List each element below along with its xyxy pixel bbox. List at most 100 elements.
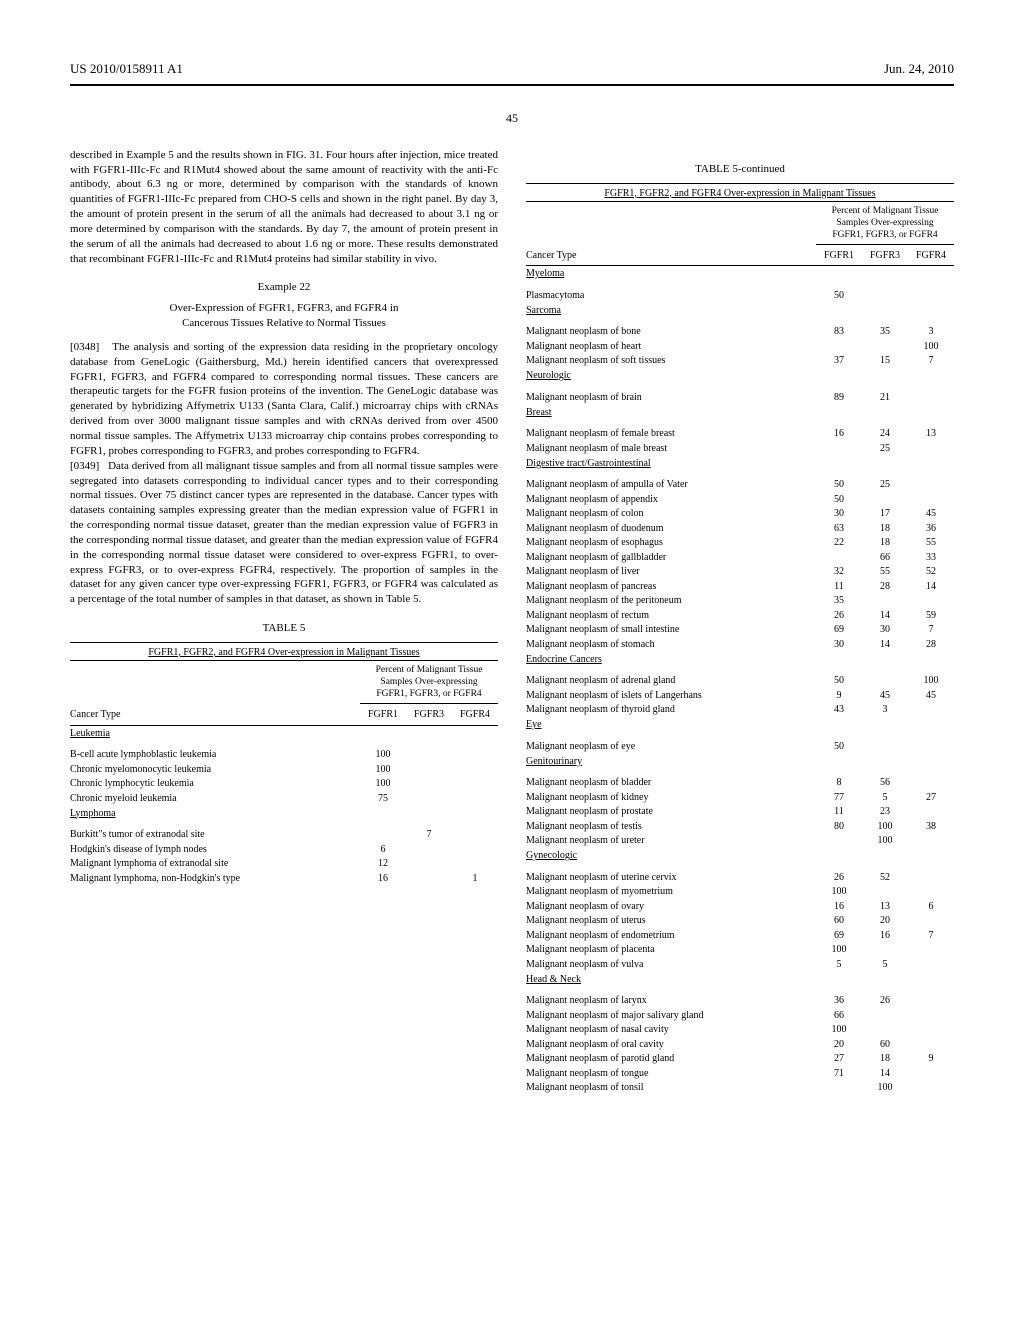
fgfr4-cell: 100 [908,674,954,688]
fgfr3-cell [862,943,908,957]
fgfr1-cell: 50 [816,493,862,507]
cancer-type-cell: Malignant neoplasm of soft tissues [526,354,816,368]
table-row: Malignant neoplasm of kidney77527 [526,790,954,805]
table-row: Malignant neoplasm of esophagus221855 [526,536,954,551]
table-row: Malignant neoplasm of uterus6020 [526,914,954,929]
fgfr3-cell: 35 [862,325,908,339]
fgfr4-cell [908,994,954,1008]
fgfr1-cell: 26 [816,871,862,885]
example-subtitle-line2: Cancerous Tissues Relative to Normal Tis… [182,317,386,329]
table-section: Lymphoma [70,806,498,821]
publication-date: Jun. 24, 2010 [884,60,954,78]
fgfr1-cell: 37 [816,354,862,368]
fgfr3-cell: 45 [862,689,908,703]
fgfr4-cell [452,748,498,762]
fgfr3-cell: 100 [862,834,908,848]
cancer-type-cell: Malignant neoplasm of colon [526,507,816,521]
cancer-type-cell: Burkitt"s tumor of extranodal site [70,828,360,842]
fgfr3-cell [862,885,908,899]
subhead-line2: Samples Over-expressing [380,677,477,687]
table-row: Malignant neoplasm of parotid gland27189 [526,1052,954,1067]
fgfr1-cell [816,340,862,354]
fgfr4-cell: 6 [908,900,954,914]
fgfr3-cell: 18 [862,536,908,550]
table-row: Malignant neoplasm of islets of Langerha… [526,688,954,703]
para-0348-text: The analysis and sorting of the expressi… [70,341,498,457]
fgfr3-cell [406,843,452,857]
table5-left-body: Leukemia B-cell acute lymphoblastic leuke… [70,726,498,886]
col-fgfr1: FGFR1 [360,708,406,722]
cancer-type-cell: Malignant neoplasm of liver [526,565,816,579]
fgfr3-cell [862,493,908,507]
fgfr1-cell: 16 [816,900,862,914]
fgfr1-cell: 36 [816,994,862,1008]
table5-left: FGFR1, FGFR2, and FGFR4 Over-expression … [70,642,498,886]
fgfr4-cell: 27 [908,791,954,805]
table-section: Digestive tract/Gastrointestinal [526,456,954,471]
header-rule [70,84,954,86]
fgfr4-cell [452,792,498,806]
cancer-type-cell: Malignant neoplasm of ureter [526,834,816,848]
table-row: Plasmacytoma50 [526,288,954,303]
fgfr4-cell: 7 [908,623,954,637]
cancer-type-cell: Malignant neoplasm of uterine cervix [526,871,816,885]
fgfr3-cell [406,763,452,777]
fgfr1-cell [816,551,862,565]
fgfr1-cell: 50 [816,478,862,492]
section-name: Neurologic [526,369,816,383]
cancer-type-cell: Malignant neoplasm of female breast [526,427,816,441]
fgfr3-cell: 13 [862,900,908,914]
fgfr4-cell [908,805,954,819]
patent-number: US 2010/0158911 A1 [70,60,183,78]
fgfr3-cell: 5 [862,791,908,805]
fgfr3-cell: 26 [862,994,908,1008]
table-row: Malignant neoplasm of small intestine693… [526,623,954,638]
section-name: Lymphoma [70,807,360,821]
fgfr4-cell: 45 [908,689,954,703]
para-num-0349: [0349] [70,460,99,472]
fgfr3-cell: 28 [862,580,908,594]
table-row: B-cell acute lymphoblastic leukemia100 [70,748,498,763]
fgfr1-cell: 89 [816,391,862,405]
fgfr1-cell: 75 [360,792,406,806]
cancer-type-cell: Malignant neoplasm of male breast [526,442,816,456]
section-name: Digestive tract/Gastrointestinal [526,457,816,471]
fgfr1-cell: 20 [816,1038,862,1052]
example-title: Example 22 [70,280,498,295]
fgfr4-cell: 55 [908,536,954,550]
cancer-type-cell: Plasmacytoma [526,289,816,303]
table-section: Neurologic [526,368,954,383]
fgfr4-cell [908,1067,954,1081]
fgfr3-cell: 30 [862,623,908,637]
fgfr3-cell: 3 [862,703,908,717]
subhead-line1: Percent of Malignant Tissue [376,665,483,675]
table-row: Malignant neoplasm of bone83353 [526,325,954,340]
subhead-line3: FGFR1, FGFR3, or FGFR4 [376,689,481,699]
section-name: Leukemia [70,727,360,741]
para-num-0348: [0348] [70,341,99,353]
table-row: Malignant neoplasm of the peritoneum35 [526,594,954,609]
para-0349-text: Data derived from all malignant tissue s… [70,460,498,606]
fgfr4-cell [908,1081,954,1095]
fgfr4-cell [908,493,954,507]
fgfr4-cell [908,943,954,957]
cancer-type-cell: Hodgkin's disease of lymph nodes [70,843,360,857]
cancer-type-cell: Malignant neoplasm of endometrium [526,929,816,943]
cancer-type-cell: Malignant neoplasm of adrenal gland [526,674,816,688]
left-column: described in Example 5 and the results s… [70,148,498,1095]
fgfr1-cell: 60 [816,914,862,928]
fgfr4-cell [908,391,954,405]
fgfr3-cell: 100 [862,820,908,834]
cancer-type-cell: Chronic lymphocytic leukemia [70,777,360,791]
table-row: Malignant neoplasm of pancreas112814 [526,579,954,594]
fgfr3-cell [862,1023,908,1037]
fgfr4-cell [908,442,954,456]
fgfr4-cell: 3 [908,325,954,339]
fgfr1-cell: 63 [816,522,862,536]
table-row: Malignant neoplasm of larynx3626 [526,994,954,1009]
table-row: Malignant neoplasm of tonsil100 [526,1081,954,1096]
cancer-type-cell: Chronic myeloid leukemia [70,792,360,806]
table5-right-col-headers: Cancer Type FGFR1 FGFR3 FGFR4 [526,247,954,267]
fgfr1-cell: 100 [816,943,862,957]
fgfr4-cell [452,763,498,777]
